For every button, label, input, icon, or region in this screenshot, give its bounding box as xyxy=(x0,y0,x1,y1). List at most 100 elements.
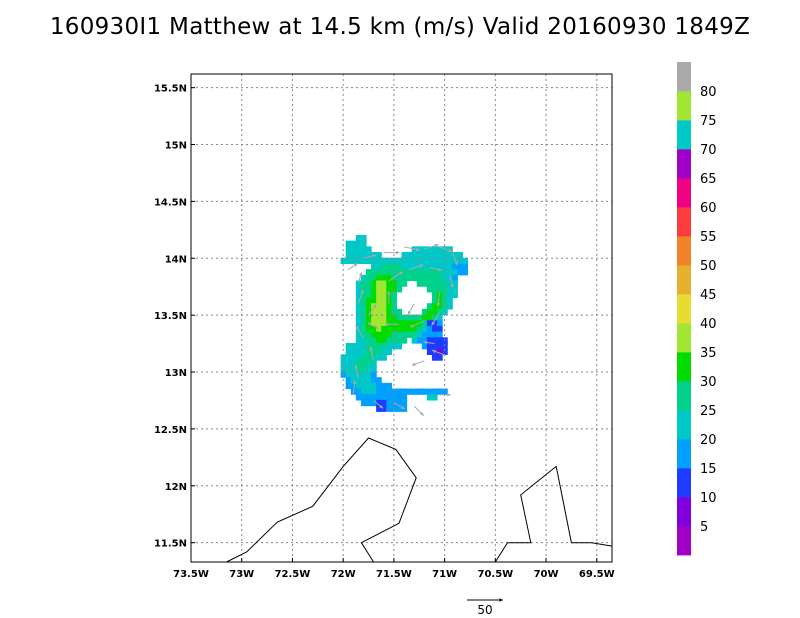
heatmap-cell xyxy=(416,252,423,259)
heatmap-cell xyxy=(360,365,367,373)
colorbar-swatch xyxy=(677,236,691,266)
heatmap-cell xyxy=(426,320,433,327)
colorbar-label: 75 xyxy=(700,114,717,129)
heatmap-cell xyxy=(431,274,438,282)
y-tick-label: 15.5N xyxy=(154,84,187,95)
heatmap-cell xyxy=(381,405,387,412)
heatmap-cells xyxy=(340,234,469,412)
heatmap-cell xyxy=(360,348,367,355)
heatmap-cell xyxy=(437,286,443,293)
heatmap-cell xyxy=(416,325,423,333)
heatmap-cell xyxy=(376,286,382,293)
heatmap-cell xyxy=(365,325,372,333)
heatmap-cell xyxy=(355,348,362,355)
heatmap-cell xyxy=(411,274,418,282)
y-tick-label: 13N xyxy=(165,368,187,379)
heatmap-cell xyxy=(416,331,423,338)
heatmap-cell xyxy=(411,320,418,327)
x-tick-label: 71.5W xyxy=(376,569,412,580)
heatmap-cell xyxy=(411,388,418,395)
heatmap-cell xyxy=(340,365,347,373)
heatmap-cell xyxy=(401,280,408,287)
heatmap-cell xyxy=(386,405,392,412)
heatmap-cell xyxy=(391,405,398,412)
heatmap-cell xyxy=(396,405,403,412)
colorbar-label: 55 xyxy=(700,230,717,245)
heatmap-cell xyxy=(416,274,423,282)
heatmap-cell xyxy=(396,274,403,282)
heatmap-cell xyxy=(365,343,372,350)
heatmap-cell xyxy=(421,274,428,282)
heatmap-cell xyxy=(371,263,377,270)
colorbar-swatch xyxy=(677,439,691,469)
heatmap-cell xyxy=(381,263,387,270)
heatmap-cell xyxy=(345,365,352,373)
wind-vector-head xyxy=(454,261,458,266)
heatmap-cell xyxy=(396,343,403,350)
heatmap-cell xyxy=(371,280,377,287)
heatmap-cell xyxy=(365,314,372,321)
heatmap-cell xyxy=(442,388,448,395)
heatmap-cell xyxy=(371,371,377,378)
heatmap-cell xyxy=(376,303,382,310)
heatmap-cell xyxy=(426,263,433,270)
heatmap-cell xyxy=(426,348,433,355)
heatmap-cell xyxy=(376,325,382,333)
heatmap-cell xyxy=(355,240,362,247)
heatmap-cell xyxy=(437,325,443,333)
heatmap-cell xyxy=(376,297,382,304)
heatmap-cell xyxy=(431,269,438,276)
wind-vectors xyxy=(347,243,458,417)
heatmap-cell xyxy=(340,354,347,361)
heatmap-cell xyxy=(365,348,372,355)
heatmap-cell xyxy=(376,331,382,338)
heatmap-cell xyxy=(401,394,408,401)
heatmap-cell xyxy=(355,388,362,395)
heatmap-cell xyxy=(421,320,428,327)
y-tick-label: 11.5N xyxy=(154,539,187,550)
heatmap-cell xyxy=(350,246,357,253)
heatmap-cell xyxy=(381,257,387,264)
heatmap-cell xyxy=(345,240,352,247)
heatmap-cell xyxy=(406,320,413,327)
colorbar-swatch xyxy=(677,62,691,92)
heatmap-cell xyxy=(371,337,377,344)
heatmap-cell xyxy=(396,388,403,395)
heatmap-cell xyxy=(396,399,403,407)
heatmap-cell xyxy=(371,348,377,355)
heatmap-cell xyxy=(381,331,387,338)
heatmap-cell xyxy=(381,269,387,276)
wind-vector-head xyxy=(447,393,451,397)
heatmap-cell xyxy=(421,269,428,276)
heatmap-cell xyxy=(376,308,382,316)
heatmap-cell xyxy=(431,354,438,361)
colorbar-swatch xyxy=(677,207,691,237)
heatmap-cell xyxy=(426,388,433,395)
heatmap-cell xyxy=(371,314,377,321)
colorbar-swatch xyxy=(677,468,691,498)
heatmap-cell xyxy=(360,377,367,384)
heatmap-cell xyxy=(386,325,392,333)
heatmap-cell xyxy=(355,291,362,299)
heatmap-cell xyxy=(376,252,382,259)
heatmap-cell xyxy=(421,388,428,395)
x-tick-labels: 73.5W 73W 72.5W 72W 71.5W 71W 70.5W 70W 69.5W xyxy=(173,558,615,580)
y-tick-label: 14.5N xyxy=(154,197,187,208)
colorbar-label: 35 xyxy=(700,346,717,361)
heatmap-cell xyxy=(345,257,352,264)
heatmap-cell xyxy=(396,314,403,321)
heatmap-cell xyxy=(396,263,403,270)
heatmap-cell xyxy=(416,314,423,321)
heatmap-cell xyxy=(386,269,392,276)
heatmap-cell xyxy=(396,325,403,333)
heatmap-cell xyxy=(431,297,438,304)
heatmap-cell xyxy=(406,274,413,282)
heatmap-cell xyxy=(355,325,362,333)
heatmap-cell xyxy=(371,269,377,276)
heatmap-cell xyxy=(355,234,362,242)
heatmap-cell xyxy=(437,280,443,287)
colorbar-swatch xyxy=(677,149,691,179)
heatmap-cell xyxy=(396,394,403,401)
heatmap-cell xyxy=(360,291,367,299)
heatmap-cell xyxy=(406,314,413,321)
